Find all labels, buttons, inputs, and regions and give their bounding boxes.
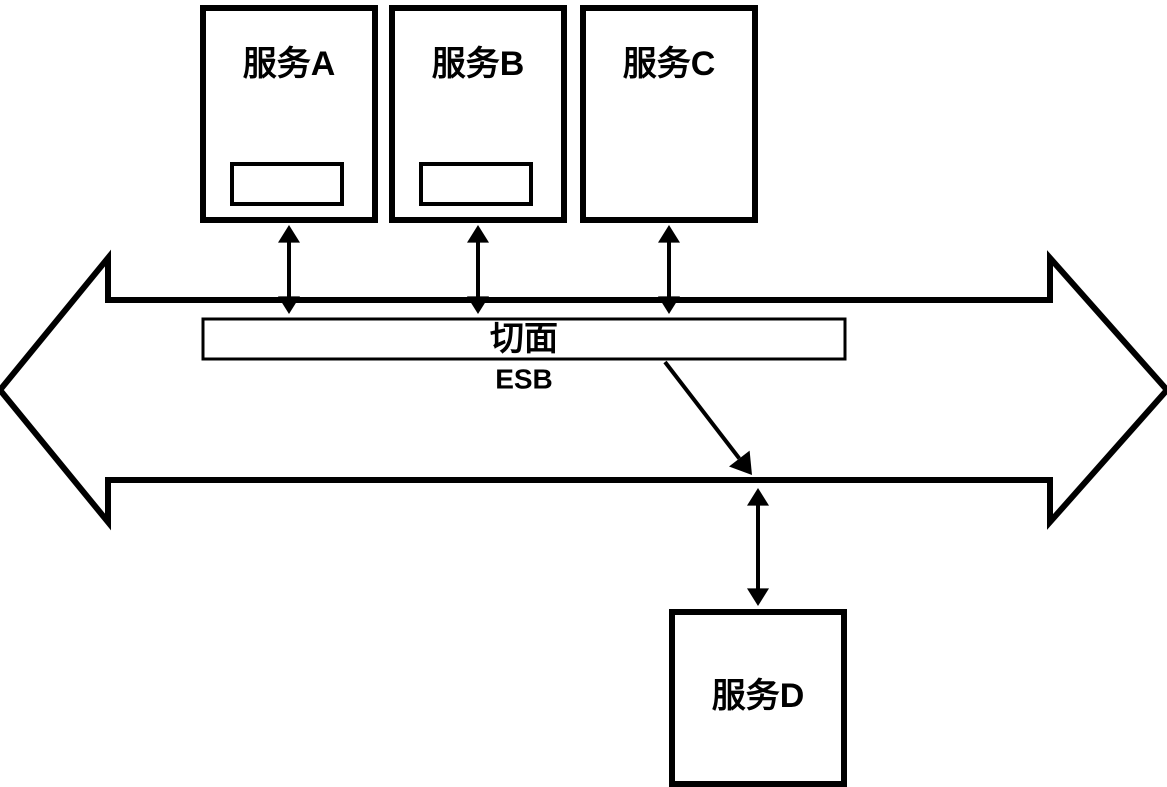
service-b-label: 服务B [432,45,525,83]
service-c: 服务C [583,8,755,220]
aspect-label: 切面 [490,320,558,358]
service-d: 服务D [672,612,844,784]
service-c-box [583,8,755,220]
service-d-label: 服务D [712,677,805,715]
service-a: 服务A [203,8,375,220]
service-c-label: 服务C [623,45,716,83]
esb-label: ESB [495,363,553,394]
service-a-box [203,8,375,220]
service-b-box [392,8,564,220]
service-b: 服务B [392,8,564,220]
service-a-label: 服务A [243,45,336,83]
